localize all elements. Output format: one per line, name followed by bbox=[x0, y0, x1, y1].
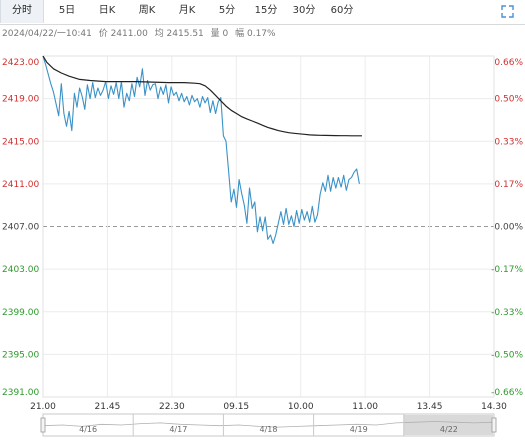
navigator-handle bbox=[491, 417, 497, 433]
y-axis-labels: 2423.00 0.66% 2419.00 0.50% 2415.00 0.33% 2411… bbox=[2, 58, 523, 398]
navigator-date-label: 4/17 bbox=[169, 425, 187, 434]
y-tick-left: 2419.00 bbox=[2, 95, 39, 105]
tab-30min[interactable]: 30分 bbox=[292, 5, 316, 16]
info-average: 均 2415.51 bbox=[154, 29, 204, 39]
y-tick-left: 2407.00 bbox=[2, 223, 39, 233]
x-tick-label: 13.45 bbox=[417, 402, 443, 412]
chart-frame bbox=[42, 55, 495, 398]
tab-weekly-k[interactable]: 周K bbox=[138, 5, 156, 16]
info-price: 价 2411.00 bbox=[98, 29, 148, 39]
x-tick-label: 21.45 bbox=[95, 402, 121, 412]
chart-series bbox=[42, 55, 362, 245]
y-tick-right: -0.50% bbox=[491, 350, 523, 360]
info-datetime: 2024/04/22/一10:41 bbox=[2, 29, 92, 39]
y-tick-left: 2411.00 bbox=[2, 180, 39, 190]
x-tick-label: 22.30 bbox=[159, 402, 185, 412]
y-tick-left: 2395.00 bbox=[2, 350, 39, 360]
chart-grid bbox=[42, 55, 495, 398]
y-tick-left: 2403.00 bbox=[2, 265, 39, 275]
x-axis-labels: 21.00 21.45 22.30 09.15 10.00 11.00 13.45 14.30 bbox=[30, 402, 507, 412]
price-line bbox=[42, 55, 360, 245]
x-tick-label: 09.15 bbox=[223, 402, 249, 412]
expand-icon[interactable] bbox=[501, 5, 514, 18]
navigator-handle bbox=[40, 417, 46, 433]
tab-5min[interactable]: 5分 bbox=[218, 5, 236, 16]
y-tick-left: 2415.00 bbox=[2, 137, 39, 147]
navigator-sparkline bbox=[42, 421, 495, 428]
navigator-date-label: 4/19 bbox=[350, 425, 368, 434]
y-tick-right: 0.66% bbox=[494, 58, 523, 68]
info-volume: 量 0 bbox=[210, 29, 229, 39]
info-change: 幅 0.17% bbox=[235, 29, 276, 39]
tab-intraday[interactable]: 分时 bbox=[0, 0, 44, 23]
y-tick-left: 2391.00 bbox=[2, 388, 39, 398]
navigator-selection bbox=[403, 415, 493, 435]
average-line bbox=[42, 55, 362, 137]
x-tick-label: 10.00 bbox=[288, 402, 314, 412]
y-tick-right: -0.33% bbox=[491, 308, 523, 318]
quote-info-bar: 2024/04/22/一10:41 价 2411.00 均 2415.51 量 … bbox=[2, 27, 280, 41]
x-tick-label: 14.30 bbox=[481, 402, 507, 412]
time-navigator[interactable]: 4/16 4/17 4/18 4/19 4/22 bbox=[40, 413, 497, 437]
y-tick-right: 0.33% bbox=[494, 137, 523, 147]
tab-15min[interactable]: 15分 bbox=[254, 5, 278, 16]
navigator-date-label: 4/18 bbox=[260, 425, 278, 434]
y-tick-right: -0.17% bbox=[491, 265, 523, 275]
period-tabs: 分时 5日 日K 周K 月K 5分 15分 30分 60分 bbox=[0, 0, 525, 25]
y-tick-right: 0.17% bbox=[494, 180, 523, 190]
tab-daily-k[interactable]: 日K bbox=[98, 5, 116, 16]
y-tick-left: 2399.00 bbox=[2, 308, 39, 318]
navigator-date-label: 4/22 bbox=[440, 425, 458, 434]
y-tick-right: 0.50% bbox=[494, 95, 523, 105]
y-tick-right: -0.66% bbox=[491, 388, 523, 398]
tab-60min[interactable]: 60分 bbox=[330, 5, 354, 16]
y-tick-right: 0.00% bbox=[494, 223, 523, 233]
navigator-date-label: 4/16 bbox=[79, 425, 97, 434]
tab-monthly-k[interactable]: 月K bbox=[178, 5, 196, 16]
y-tick-left: 2423.00 bbox=[2, 58, 39, 68]
intraday-chart[interactable]: 2423.00 0.66% 2419.00 0.50% 2415.00 0.33% 2411… bbox=[0, 44, 525, 442]
x-tick-label: 21.00 bbox=[30, 402, 56, 412]
x-tick-label: 11.00 bbox=[352, 402, 378, 412]
tab-5day[interactable]: 5日 bbox=[58, 5, 76, 16]
